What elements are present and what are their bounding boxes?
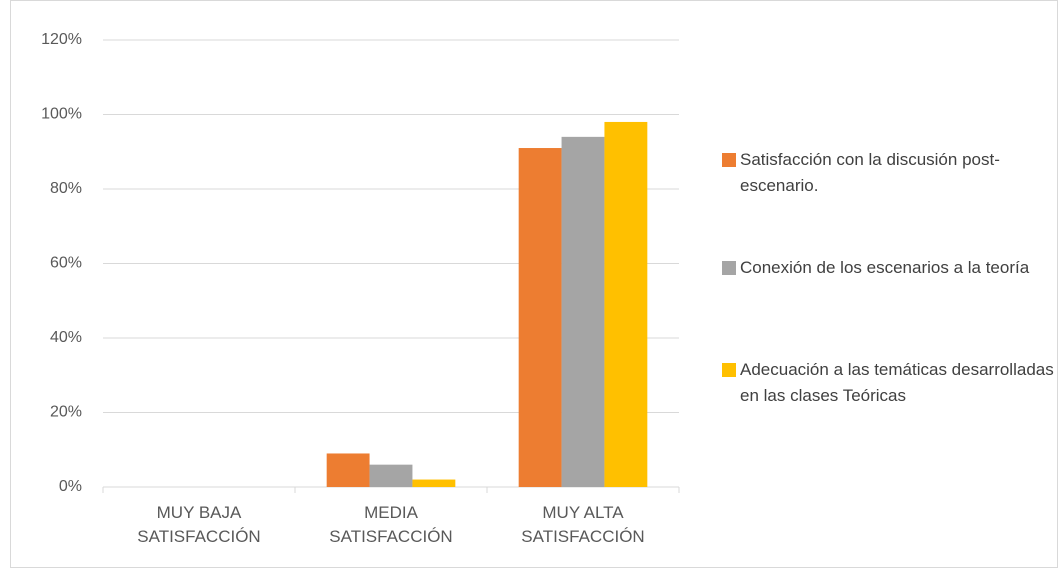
x-tick-label: MUY BAJA SATISFACCIÓN	[137, 503, 261, 546]
legend-label: Adecuación a las temáticas desarrolladas…	[722, 357, 1059, 409]
x-tick-label: MUY ALTA SATISFACCIÓN	[521, 503, 645, 546]
bar	[412, 479, 456, 487]
x-tick-label: MEDIA SATISFACCIÓN	[329, 503, 453, 546]
y-tick-label: 0%	[59, 478, 82, 495]
bar	[326, 453, 370, 487]
bar	[518, 148, 562, 487]
legend-label: Satisfacción con la discusión post-escen…	[722, 147, 1059, 199]
legend-swatch	[722, 153, 736, 167]
y-tick-label: 100%	[41, 106, 82, 123]
y-tick-label: 80%	[50, 180, 82, 197]
legend-swatch	[722, 261, 736, 275]
y-tick-label: 20%	[50, 404, 82, 421]
legend-label: Conexión de los escenarios a la teoría	[722, 255, 1059, 281]
legend-swatch	[722, 363, 736, 377]
y-tick-label: 60%	[50, 255, 82, 272]
bar	[561, 136, 605, 487]
bar	[369, 464, 413, 487]
y-tick-label: 120%	[41, 31, 82, 48]
bar	[604, 121, 648, 487]
chart-border	[10, 0, 1058, 568]
y-tick-label: 40%	[50, 329, 82, 346]
